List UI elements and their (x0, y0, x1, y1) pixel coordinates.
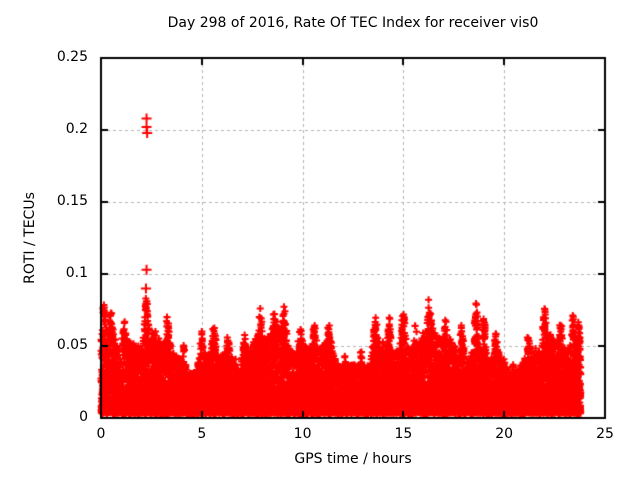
x-tick-label: 10 (293, 426, 312, 442)
y-tick-label: 0.1 (65, 265, 88, 281)
x-tick-label: 5 (197, 426, 207, 442)
y-tick-label: 0.05 (56, 337, 88, 353)
y-tick-label: 0.15 (56, 193, 88, 209)
x-tick-label: 15 (394, 426, 413, 442)
x-axis-label: GPS time / hours (294, 451, 412, 467)
y-tick-label: 0.2 (65, 121, 88, 137)
y-tick-label: 0 (79, 409, 88, 425)
x-tick-label: 25 (596, 426, 614, 442)
x-tick-label: 0 (96, 426, 106, 442)
y-tick-label: 0.25 (56, 49, 88, 65)
x-tick-label: 20 (495, 426, 514, 442)
chart-title: Day 298 of 2016, Rate Of TEC Index for r… (167, 15, 539, 31)
